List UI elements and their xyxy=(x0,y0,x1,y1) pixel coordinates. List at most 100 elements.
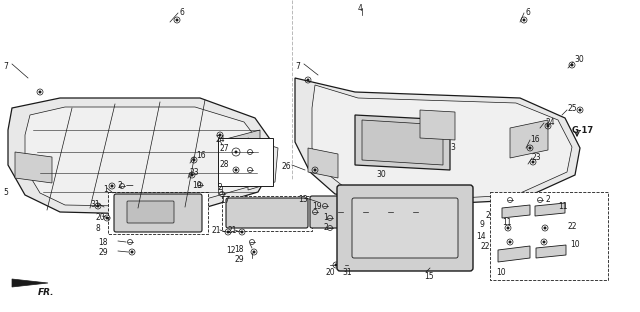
Circle shape xyxy=(111,185,113,187)
Circle shape xyxy=(39,91,41,93)
Text: 23: 23 xyxy=(190,168,200,177)
Text: 10: 10 xyxy=(496,268,506,277)
Text: 5: 5 xyxy=(3,188,8,197)
FancyBboxPatch shape xyxy=(114,194,202,232)
Text: 19: 19 xyxy=(312,202,322,211)
Polygon shape xyxy=(308,148,338,178)
Text: 11: 11 xyxy=(502,218,511,227)
Polygon shape xyxy=(510,120,548,158)
Text: 21: 21 xyxy=(212,226,221,235)
Text: 6: 6 xyxy=(180,8,185,17)
Text: 9: 9 xyxy=(479,220,484,229)
Text: 22: 22 xyxy=(481,242,490,251)
Text: 4: 4 xyxy=(358,4,363,13)
Circle shape xyxy=(236,169,237,171)
Circle shape xyxy=(543,241,545,243)
Circle shape xyxy=(507,227,509,229)
Polygon shape xyxy=(498,246,530,262)
Bar xyxy=(108,192,208,234)
Text: 2: 2 xyxy=(218,183,223,192)
FancyBboxPatch shape xyxy=(226,198,308,228)
Text: 7: 7 xyxy=(295,62,300,71)
Text: 21: 21 xyxy=(228,226,237,235)
FancyBboxPatch shape xyxy=(352,198,458,258)
Text: 31: 31 xyxy=(90,200,100,209)
Polygon shape xyxy=(12,279,48,287)
Text: 8: 8 xyxy=(95,224,100,233)
Text: FR.: FR. xyxy=(38,288,54,297)
Circle shape xyxy=(236,151,237,153)
Circle shape xyxy=(253,251,255,253)
Circle shape xyxy=(335,264,337,266)
Circle shape xyxy=(227,231,229,233)
Polygon shape xyxy=(420,110,455,140)
Circle shape xyxy=(219,134,221,136)
Text: 1: 1 xyxy=(103,185,108,194)
Circle shape xyxy=(106,217,108,219)
Text: 20: 20 xyxy=(95,213,104,222)
Text: 22: 22 xyxy=(568,222,577,231)
Polygon shape xyxy=(248,138,278,190)
Bar xyxy=(490,192,608,280)
Text: 24: 24 xyxy=(546,118,556,127)
Text: 23: 23 xyxy=(532,153,541,162)
Text: 28: 28 xyxy=(220,160,230,169)
Text: 2: 2 xyxy=(323,223,328,232)
Text: 3: 3 xyxy=(450,143,455,152)
Text: 2: 2 xyxy=(118,181,123,190)
Text: 7: 7 xyxy=(3,62,8,71)
Text: 13: 13 xyxy=(298,195,308,204)
Circle shape xyxy=(547,125,548,127)
Text: 15: 15 xyxy=(424,272,434,281)
Text: 20: 20 xyxy=(326,268,335,277)
Text: 26: 26 xyxy=(282,162,292,171)
Text: —: — xyxy=(126,181,134,190)
Polygon shape xyxy=(355,115,450,170)
Text: 30: 30 xyxy=(574,55,584,64)
Text: 17: 17 xyxy=(220,196,230,205)
Circle shape xyxy=(579,109,581,111)
Text: G-17: G-17 xyxy=(572,126,594,135)
Text: 12: 12 xyxy=(226,246,236,255)
Polygon shape xyxy=(15,152,52,183)
Circle shape xyxy=(532,161,534,163)
Polygon shape xyxy=(222,130,260,165)
Text: 18: 18 xyxy=(99,238,108,247)
Circle shape xyxy=(509,241,511,243)
Text: 29: 29 xyxy=(99,248,108,257)
Circle shape xyxy=(193,159,195,161)
Polygon shape xyxy=(362,120,443,165)
Circle shape xyxy=(241,231,243,233)
Bar xyxy=(218,138,273,186)
Circle shape xyxy=(572,64,573,66)
Text: 2: 2 xyxy=(485,211,490,220)
FancyBboxPatch shape xyxy=(310,196,429,228)
Circle shape xyxy=(97,205,99,207)
Bar xyxy=(222,196,312,231)
Polygon shape xyxy=(502,205,530,218)
Circle shape xyxy=(349,264,351,266)
Polygon shape xyxy=(536,245,566,258)
Circle shape xyxy=(131,251,133,253)
FancyBboxPatch shape xyxy=(337,185,473,271)
Polygon shape xyxy=(312,85,572,200)
Text: 16: 16 xyxy=(530,135,540,144)
Polygon shape xyxy=(25,107,260,207)
Circle shape xyxy=(524,19,525,21)
Text: 10: 10 xyxy=(570,240,580,249)
Text: 25: 25 xyxy=(567,104,577,113)
Circle shape xyxy=(529,147,531,149)
Text: 11: 11 xyxy=(558,202,568,211)
Polygon shape xyxy=(295,78,580,205)
Text: 1: 1 xyxy=(323,213,328,222)
Polygon shape xyxy=(535,203,565,216)
Circle shape xyxy=(544,227,546,229)
Text: 18: 18 xyxy=(234,245,244,254)
FancyBboxPatch shape xyxy=(127,201,174,223)
Text: 30: 30 xyxy=(376,170,386,179)
Text: 16: 16 xyxy=(196,151,205,160)
Text: 19: 19 xyxy=(192,181,202,190)
Text: 6: 6 xyxy=(526,8,531,17)
Polygon shape xyxy=(8,98,272,215)
Circle shape xyxy=(191,174,193,176)
